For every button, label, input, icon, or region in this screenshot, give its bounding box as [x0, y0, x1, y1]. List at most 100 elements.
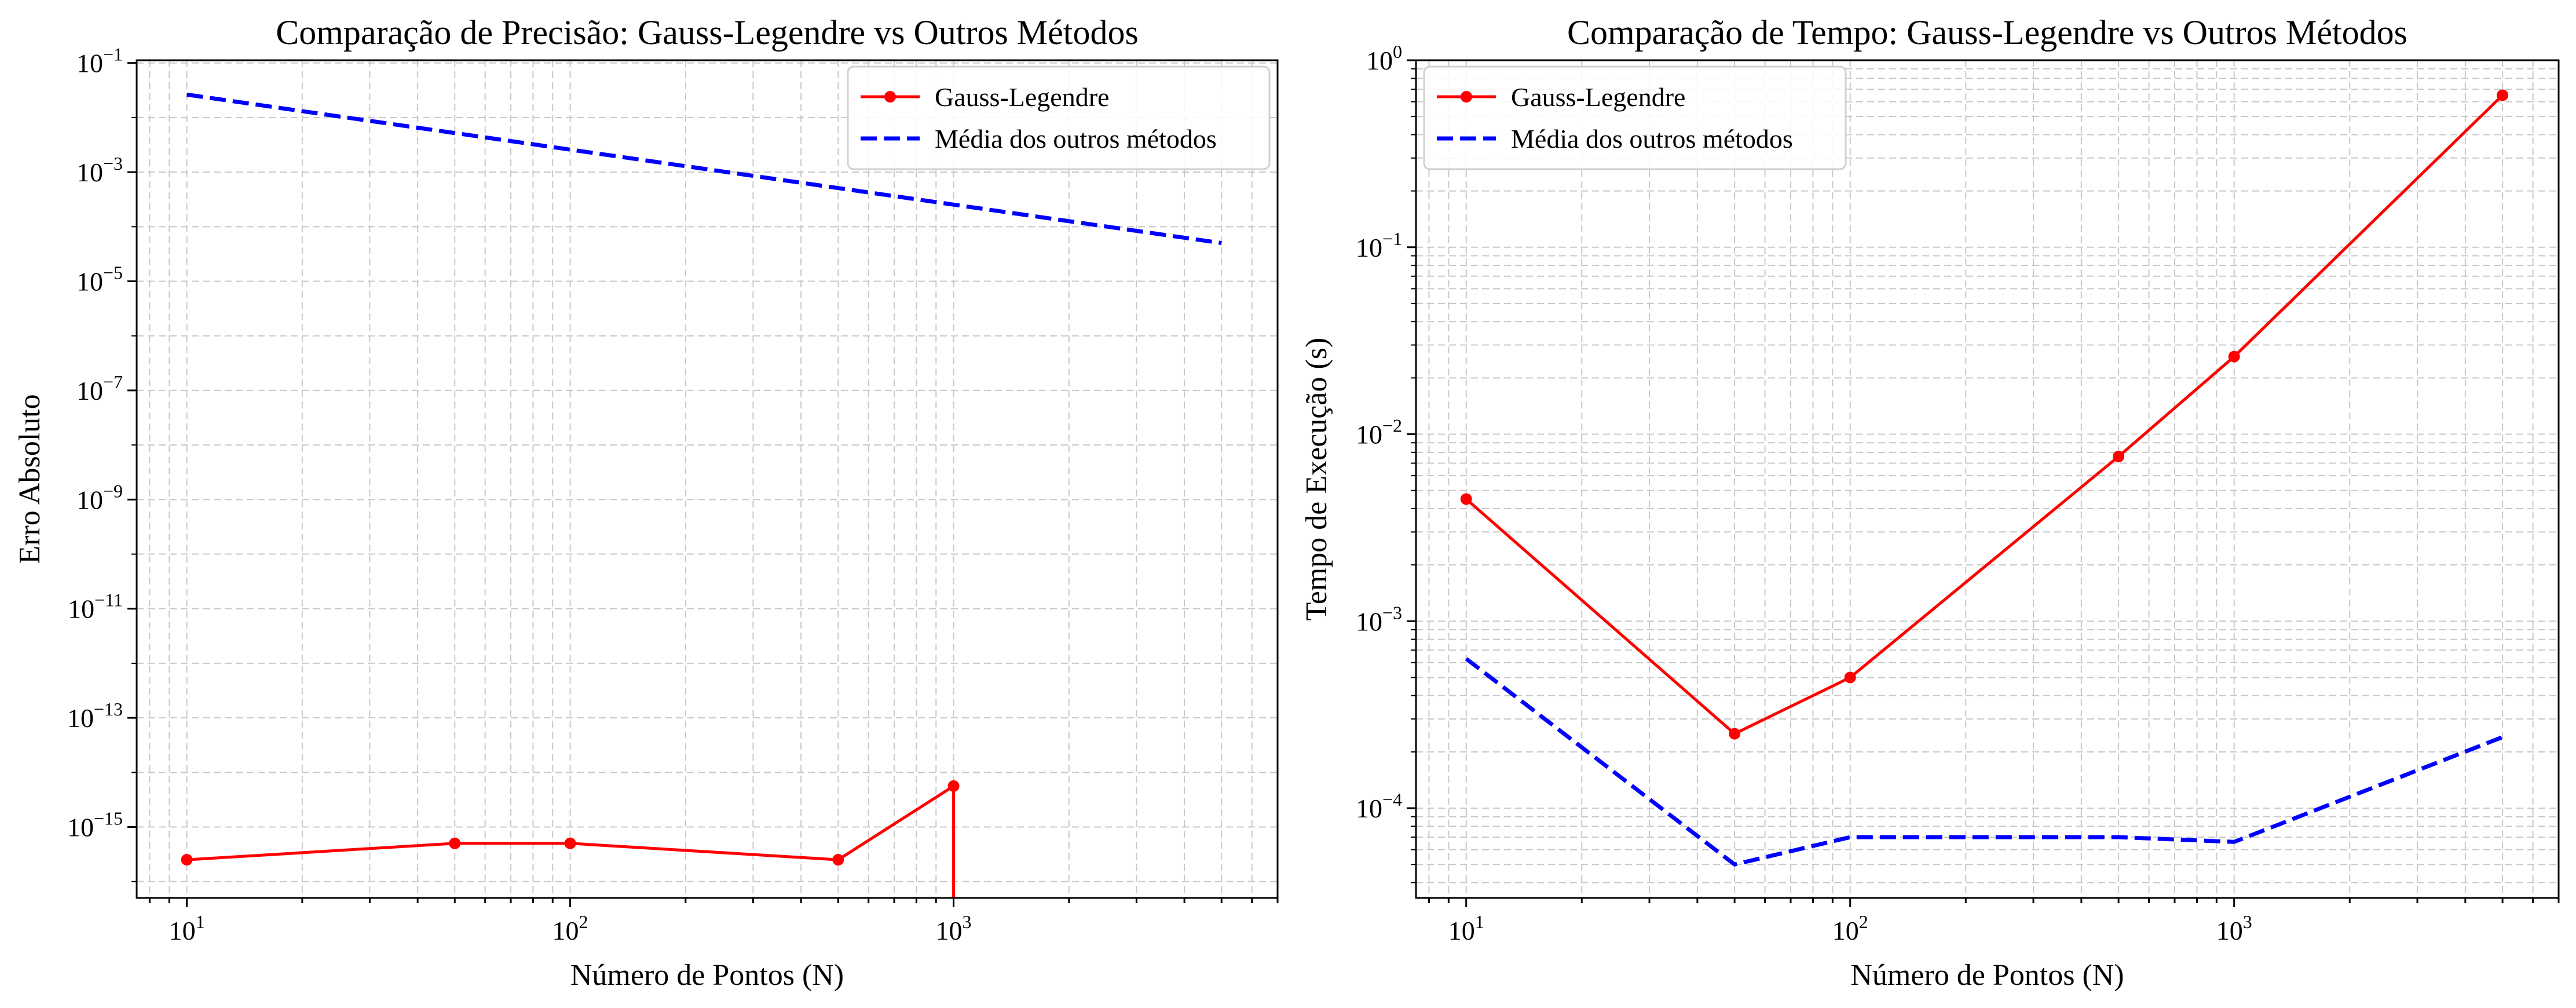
data-point — [947, 780, 960, 792]
x-tick-label-exp: 1 — [196, 911, 205, 932]
y-tick-label-base: 10 — [1366, 46, 1393, 75]
series-line-media-outros — [1465, 657, 2504, 867]
data-point — [2228, 350, 2240, 363]
legend-label: Gauss-Legendre — [1511, 82, 1685, 112]
axes-frame — [1415, 59, 2560, 899]
y-tick-label: 10−11 — [68, 590, 123, 624]
series-group — [1460, 89, 2509, 867]
x-tick-label-exp: 2 — [579, 911, 588, 932]
x-tick-label-base: 10 — [1832, 916, 1859, 945]
data-point — [832, 854, 844, 866]
series-group — [181, 92, 1222, 898]
x-axis-label: Número de Pontos (N) — [570, 959, 844, 992]
y-tick-label-exp: 0 — [1393, 41, 1402, 62]
y-axis-label: Tempo de Execução (s) — [1300, 338, 1333, 621]
legend-box — [1423, 65, 1847, 170]
y-tick-label-base: 10 — [76, 49, 103, 78]
y-axis-label: Erro Absoluto — [13, 394, 46, 564]
legend-label: Gauss-Legendre — [935, 82, 1109, 112]
y-tick-label: 100 — [1366, 41, 1402, 75]
data-point — [1460, 493, 1472, 505]
data-point — [1729, 728, 1741, 740]
y-tick-label: 10−2 — [1356, 415, 1402, 450]
legend-label: Média dos outros métodos — [1511, 124, 1793, 154]
x-axis-label: Número de Pontos (N) — [1850, 959, 2124, 992]
y-tick-label-base: 10 — [1356, 233, 1382, 262]
y-tick-label-base: 10 — [76, 485, 103, 514]
x-tick-label-exp: 1 — [1475, 911, 1484, 932]
precision-chart: 101 102 10310−110−310−510−710−910−1110−131… — [13, 13, 1279, 992]
y-tick-label: 10−13 — [67, 699, 123, 733]
y-tick-label: 10−3 — [76, 153, 123, 187]
series-line-gauss-legendre — [1465, 94, 2504, 736]
y-tick-label: 10−3 — [1356, 602, 1402, 636]
y-tick-label-base: 10 — [67, 703, 94, 733]
y-tick-label-base: 10 — [1356, 420, 1382, 450]
y-tick-label: 10−15 — [67, 808, 123, 842]
x-tick-label: 102 — [1832, 911, 1868, 945]
legend-label: Média dos outros métodos — [935, 124, 1217, 154]
y-tick-label-base: 10 — [1356, 607, 1382, 636]
y-tick-label-base: 10 — [76, 158, 103, 187]
data-point — [564, 837, 576, 849]
axes-frame — [136, 59, 1279, 899]
y-tick-label-base: 10 — [68, 594, 94, 624]
data-point — [181, 854, 193, 866]
series-line-media-outros — [186, 92, 1222, 246]
x-ticks: 101 102 103 — [1428, 898, 2560, 945]
chart-title: Comparação de Tempo: Gauss-Legendre vs O… — [1567, 13, 2407, 52]
y-tick-label-exp: −4 — [1382, 789, 1402, 810]
legend-marker — [884, 91, 896, 103]
data-point — [2113, 451, 2125, 463]
y-tick-label-exp: −3 — [1382, 602, 1402, 623]
grid — [1416, 60, 2559, 898]
x-tick-label-base: 10 — [1448, 916, 1475, 945]
x-tick-label: 101 — [169, 911, 205, 945]
x-tick-label: 103 — [2216, 911, 2252, 945]
y-tick-label-exp: −11 — [94, 590, 123, 611]
series-line-gauss-legendre — [186, 784, 956, 898]
x-tick-label-base: 10 — [2216, 916, 2243, 945]
legend-box — [847, 65, 1271, 170]
x-tick-label-base: 10 — [552, 916, 579, 945]
x-tick-label: 102 — [552, 911, 588, 945]
x-tick-label: 101 — [1448, 911, 1484, 945]
y-tick-label-base: 10 — [76, 267, 103, 297]
data-point — [1844, 671, 1856, 684]
y-tick-label-exp: −1 — [1382, 228, 1402, 249]
y-tick-label-exp: −9 — [103, 480, 123, 501]
y-tick-label-base: 10 — [76, 376, 103, 406]
x-tick-label-exp: 3 — [2243, 911, 2252, 932]
y-tick-label: 10−9 — [76, 480, 123, 514]
y-tick-label: 10−1 — [1356, 228, 1402, 262]
x-tick-label-exp: 3 — [963, 911, 972, 932]
legend: Gauss-Legendre Média dos outros métodos — [847, 65, 1271, 170]
y-tick-label: 10−5 — [76, 262, 123, 297]
y-tick-label-exp: −13 — [94, 699, 123, 720]
data-point — [449, 837, 461, 849]
y-tick-label: 10−7 — [76, 371, 123, 406]
y-tick-label-exp: −5 — [103, 262, 123, 283]
y-tick-label-base: 10 — [1356, 794, 1382, 823]
x-tick-label: 103 — [936, 911, 972, 945]
y-tick-label: 10−4 — [1356, 789, 1402, 823]
legend: Gauss-Legendre Média dos outros métodos — [1423, 65, 1847, 170]
y-tick-label-exp: −1 — [103, 44, 123, 65]
legend-marker — [1461, 91, 1472, 103]
x-tick-label-base: 10 — [169, 916, 196, 945]
x-tick-label-exp: 2 — [1859, 911, 1868, 932]
x-ticks: 101 102 103 — [148, 898, 1279, 945]
y-tick-label-exp: −2 — [1382, 415, 1402, 436]
y-tick-label-base: 10 — [67, 813, 94, 842]
data-point — [2497, 89, 2509, 101]
y-tick-label: 10−1 — [76, 44, 123, 78]
grid — [137, 60, 1278, 898]
chart-title: Comparação de Precisão: Gauss-Legendre v… — [276, 13, 1139, 52]
x-tick-label-base: 10 — [936, 916, 963, 945]
y-tick-label-exp: −15 — [94, 808, 123, 829]
y-tick-label-exp: −7 — [103, 371, 123, 392]
